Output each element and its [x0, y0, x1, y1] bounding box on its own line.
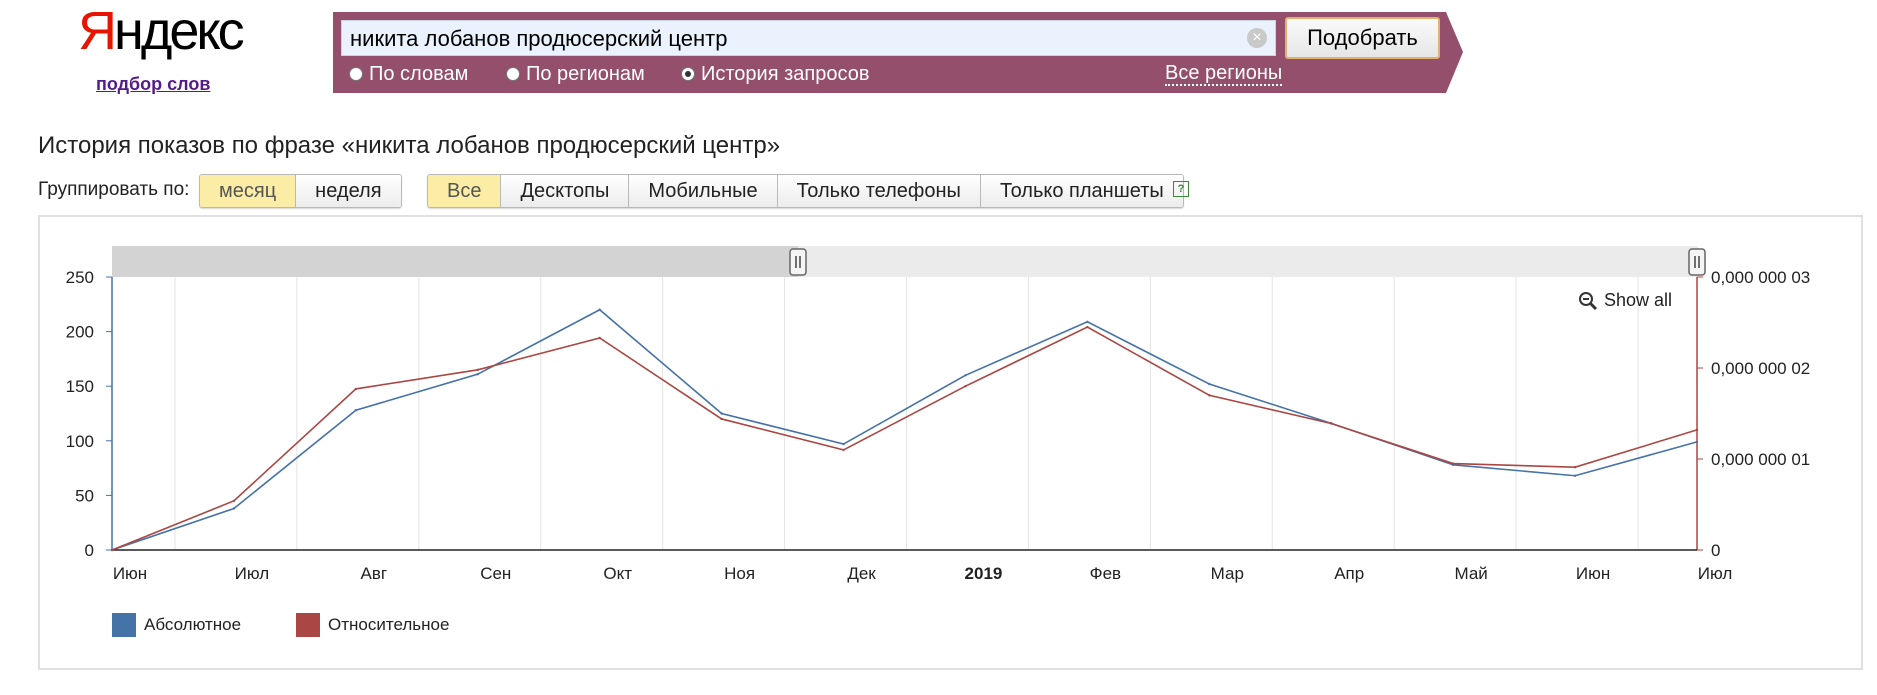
show-all-label: Show all	[1604, 290, 1673, 310]
data-point	[964, 385, 967, 388]
data-point	[354, 409, 358, 412]
device-all-button[interactable]: Все	[428, 175, 502, 207]
y-left-tick-label: 100	[66, 432, 94, 451]
x-tick-label: Июн	[1576, 564, 1610, 583]
y-left-tick-label: 0	[85, 541, 94, 560]
mode-label: По словам	[369, 62, 469, 85]
navigator-track	[798, 246, 1698, 277]
device-mobile-button[interactable]: Мобильные	[629, 175, 778, 207]
x-tick-label: Июн	[113, 564, 147, 583]
help-icon[interactable]: ?	[1173, 181, 1189, 197]
legend-label: Относительное	[328, 615, 450, 634]
data-point	[110, 548, 114, 552]
x-tick-label: Апр	[1334, 564, 1364, 583]
x-tick-label: Ноя	[724, 564, 755, 583]
y-right-tick-label: 0,000 000 01	[1711, 450, 1810, 469]
y-right-tick-label: 0,000 000 03	[1711, 268, 1810, 287]
radio-icon[interactable]	[506, 67, 520, 81]
data-point	[476, 368, 479, 372]
mode-by-words[interactable]: По словам	[349, 62, 468, 86]
data-point	[1695, 428, 1699, 432]
data-point	[476, 372, 479, 376]
data-point	[354, 387, 358, 391]
data-point	[720, 412, 723, 415]
x-tick-label: Дек	[847, 564, 876, 583]
data-point	[1208, 394, 1211, 397]
show-all-button[interactable]: Show all	[1578, 290, 1672, 311]
y-left-tick-label: 200	[66, 323, 94, 342]
y-right-tick-label: 0	[1711, 541, 1720, 560]
data-point	[1086, 325, 1089, 329]
x-tick-label: Июл	[1698, 564, 1733, 583]
data-point	[1086, 320, 1089, 323]
zoom-out-icon	[1579, 291, 1598, 310]
navigator-handle[interactable]	[1688, 248, 1706, 276]
data-point	[598, 336, 601, 340]
data-point	[1573, 474, 1577, 477]
mode-label: История запросов	[701, 62, 870, 85]
legend-item-relative[interactable]: Относительное	[296, 613, 449, 637]
data-point	[1208, 382, 1211, 386]
data-point	[842, 442, 845, 446]
x-tick-label: Авг	[361, 564, 388, 583]
data-point	[842, 448, 845, 452]
chart-panel	[38, 215, 1863, 670]
group-switch: месяц неделя	[199, 174, 402, 208]
data-point	[964, 374, 967, 377]
series-line-absolute	[111, 308, 1698, 551]
group-label: Группировать по:	[38, 179, 190, 200]
device-tablets-button[interactable]: Только планшеты	[980, 175, 1183, 207]
series-line-relative	[111, 326, 1698, 551]
y-left-tick-label: 250	[66, 268, 94, 287]
data-point	[720, 417, 723, 421]
x-tick-label: Июл	[235, 564, 270, 583]
y-right-tick-label: 0,000 000 02	[1711, 359, 1810, 378]
navigator-handle[interactable]	[789, 248, 807, 276]
mode-history[interactable]: История запросов	[681, 62, 869, 86]
legend-item-absolute[interactable]: Абсолютное	[112, 613, 241, 637]
device-desktop-button[interactable]: Десктопы	[501, 175, 630, 207]
data-point	[1330, 422, 1333, 425]
data-point	[598, 308, 601, 311]
x-tick-label: Сен	[480, 564, 511, 583]
group-month-button[interactable]: месяц	[200, 175, 297, 207]
radio-icon[interactable]	[349, 67, 363, 81]
mode-label: По регионам	[526, 62, 645, 85]
y-left-tick-label: 150	[66, 377, 94, 396]
submit-button[interactable]: Подобрать	[1285, 17, 1440, 59]
legend-swatch	[112, 613, 136, 637]
legend-label: Абсолютное	[144, 615, 242, 634]
mode-by-regions[interactable]: По регионам	[506, 62, 645, 86]
wordstat-link[interactable]: подбор слов	[96, 74, 211, 94]
data-point	[1695, 440, 1699, 444]
x-tick-label: Мар	[1211, 564, 1244, 583]
data-point	[232, 499, 236, 503]
x-tick-label: Май	[1454, 564, 1487, 583]
device-phones-button[interactable]: Только телефоны	[777, 175, 981, 207]
device-switch: Все Десктопы Мобильные Только телефоны Т…	[427, 174, 1184, 208]
logo-letter: Я	[78, 1, 117, 61]
navigator-selected-range	[112, 246, 798, 277]
legend-swatch	[296, 613, 320, 637]
all-regions-link[interactable]: Все регионы	[1165, 62, 1283, 86]
search-query: никита лобанов продюсерский центр	[350, 26, 728, 51]
data-point	[1573, 465, 1577, 469]
x-tick-label: 2019	[965, 564, 1003, 583]
logo-word: ндекс	[114, 1, 245, 61]
group-week-button[interactable]: неделя	[296, 175, 401, 207]
data-point	[1451, 462, 1455, 465]
radio-selected-icon[interactable]	[681, 67, 695, 81]
search-input[interactable]: никита лобанов продюсерский центр ×	[341, 20, 1276, 56]
page-title: История показов по фразе «никита лобанов…	[38, 132, 781, 159]
x-tick-label: Фев	[1090, 564, 1121, 583]
y-left-tick-label: 50	[75, 486, 94, 505]
x-tick-label: Окт	[603, 564, 632, 583]
yandex-logo[interactable]: Яндекс	[78, 0, 245, 62]
data-point	[232, 507, 236, 510]
clear-icon[interactable]: ×	[1247, 28, 1267, 48]
